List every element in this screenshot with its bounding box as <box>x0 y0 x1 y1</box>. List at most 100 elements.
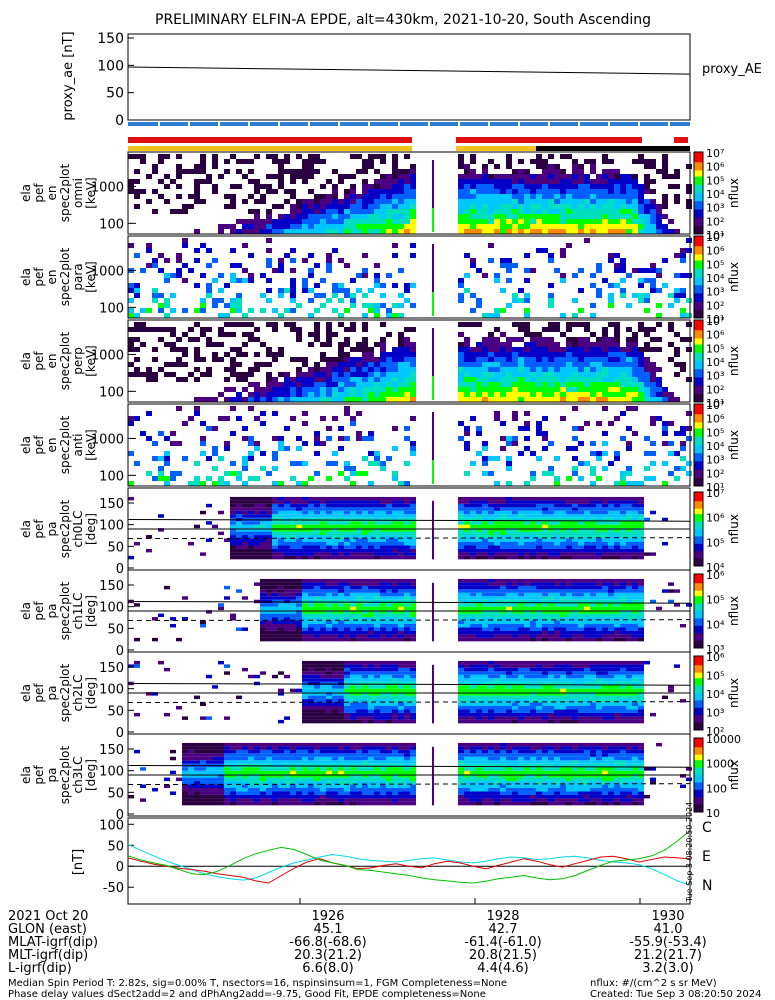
spec-cell <box>296 219 302 224</box>
colorbar-cell <box>694 483 703 487</box>
spec-cell <box>392 578 398 583</box>
spec-cell <box>404 184 410 189</box>
spec-cell <box>566 209 572 214</box>
spec-cell <box>602 372 608 377</box>
spec-cell <box>254 510 260 515</box>
spec-cell <box>326 578 332 583</box>
spec-cell <box>620 382 626 387</box>
spec-cell <box>542 510 548 515</box>
spec-cell <box>482 372 488 377</box>
spec-cell <box>512 362 518 367</box>
spec-cell <box>368 461 374 466</box>
spec-cell <box>620 288 626 293</box>
spec-cell <box>566 367 572 372</box>
spec-cell <box>278 347 284 352</box>
spec-cell <box>278 263 284 268</box>
spec-cell <box>344 624 350 628</box>
spec-cell <box>662 441 668 446</box>
spec-cell <box>278 578 284 583</box>
spec-cell <box>578 578 584 583</box>
spec-cell <box>464 377 470 382</box>
spec-cell <box>380 367 386 372</box>
energy-tick-label: 1000 <box>91 264 124 279</box>
spec-cell <box>578 517 584 522</box>
spec-cell <box>206 288 212 293</box>
spec-cell <box>254 209 260 214</box>
spec-cell <box>284 617 290 621</box>
spec-cell <box>608 347 614 352</box>
spec-cell <box>290 298 296 303</box>
spec-cell <box>476 377 482 382</box>
spec-cell <box>578 476 584 481</box>
spec-cell <box>266 542 272 546</box>
spec-cell <box>500 617 506 621</box>
spec-cell <box>482 582 488 586</box>
colorbar-cell <box>694 188 703 192</box>
spec-cell <box>500 517 506 522</box>
spec-cell <box>470 592 476 597</box>
spec-cell <box>620 634 626 638</box>
spec-cell <box>506 582 512 586</box>
spec-cell <box>380 627 386 631</box>
colorbar-frame <box>693 403 704 487</box>
spec-cell <box>302 411 308 416</box>
colorbar-cell <box>694 447 703 450</box>
spec-cell <box>344 599 350 604</box>
spec-cell <box>548 503 554 508</box>
spec-cell <box>644 397 650 402</box>
spec-cell <box>398 507 404 511</box>
spec-cell <box>584 214 590 219</box>
spec-cell <box>590 357 596 362</box>
spec-cell <box>494 179 500 184</box>
spec-cell <box>290 582 296 586</box>
panel-ylabel-line: spec2plot <box>58 415 72 474</box>
spec-cell <box>272 542 278 546</box>
spec-cell <box>680 308 686 313</box>
spec-cell <box>542 620 548 624</box>
spec-cell <box>518 613 524 618</box>
spec-cell <box>590 548 596 553</box>
spec-cell <box>386 535 392 539</box>
spec-cell <box>314 582 320 586</box>
spec-cell <box>398 179 404 184</box>
spec-cell <box>572 548 578 553</box>
spec-cell <box>566 337 572 342</box>
spec-cell <box>476 189 482 194</box>
spec-cell <box>470 624 476 628</box>
spec-cell <box>572 503 578 508</box>
spec-cell <box>404 627 410 631</box>
spec-cell <box>374 503 380 508</box>
spec-cell <box>518 538 524 542</box>
status-bar-tick <box>488 122 490 126</box>
spec-cell <box>380 214 386 219</box>
colorbar-cell <box>694 367 703 370</box>
spec-cell <box>230 322 236 327</box>
spec-cell <box>206 372 212 377</box>
spec-cell <box>572 406 578 411</box>
spec-cell <box>590 387 596 392</box>
spec-cell <box>482 184 488 189</box>
spec-cell <box>218 481 224 486</box>
spec-cell <box>314 517 320 522</box>
spec-cell <box>344 263 350 268</box>
spec-cell <box>290 189 296 194</box>
spec-cell <box>170 332 176 337</box>
spec-cell <box>488 214 494 219</box>
spec-cell <box>464 397 470 402</box>
spec-cell <box>590 219 596 224</box>
spec-cell <box>338 224 344 229</box>
spec-cell <box>554 199 560 204</box>
spec-cell <box>272 535 278 539</box>
spec-cell <box>572 552 578 556</box>
spec-cell <box>584 624 590 628</box>
spec-cell <box>488 204 494 209</box>
spec-cell <box>332 214 338 219</box>
spec-cell <box>464 596 470 600</box>
spec-cell <box>590 528 596 532</box>
colorbar-cell <box>694 156 703 159</box>
spec-cell <box>674 362 680 367</box>
spec-cell <box>392 214 398 219</box>
spec-cell <box>254 500 260 504</box>
spec-cell <box>332 620 338 624</box>
spec-cell <box>386 596 392 600</box>
